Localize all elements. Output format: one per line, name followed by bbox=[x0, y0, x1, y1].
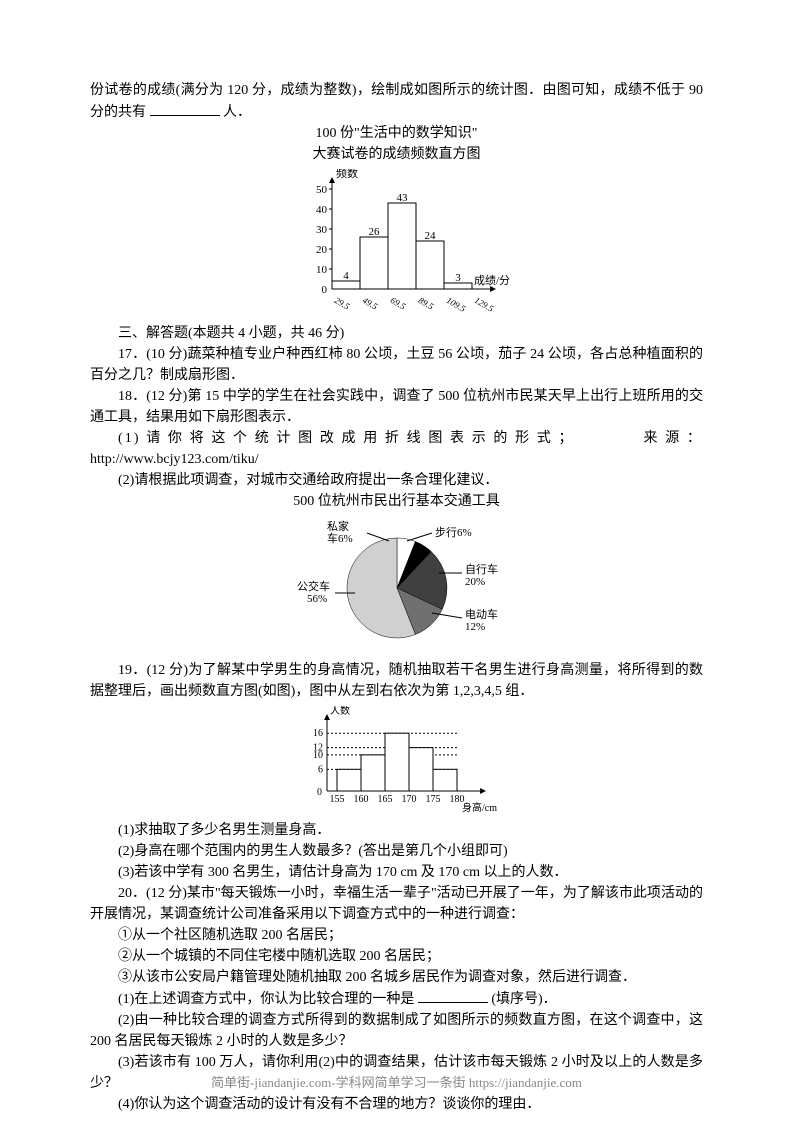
svg-text:30: 30 bbox=[316, 224, 328, 236]
histogram1-chart: 频数 10 20 30 40 50 0 4 26 43 24 3 29.5 49.5 69.5 89.5 109… bbox=[90, 169, 703, 319]
q20-sub2: (2)由一种比较合理的调查方式所得到的数据制成了如图所示的频数直方图，在这个调查… bbox=[90, 1010, 703, 1052]
svg-text:109.5: 109.5 bbox=[444, 295, 467, 314]
svg-text:175: 175 bbox=[425, 794, 440, 805]
svg-text:成绩/分: 成绩/分 bbox=[474, 274, 510, 287]
histogram1-svg: 频数 10 20 30 40 50 0 4 26 43 24 3 29.5 49.5 69.5 89.5 109… bbox=[282, 169, 512, 319]
q19-sub2: (2)身高在哪个范围内的男生人数最多？(答出是第几个小组即可) bbox=[90, 841, 703, 862]
svg-text:6: 6 bbox=[318, 764, 323, 775]
histogram2-svg: 人数06101216155160165170175180身高/cm bbox=[292, 706, 502, 816]
blank-fill-2 bbox=[418, 988, 488, 1003]
q19-sub3: (3)若该中学有 300 名男生，请估计身高为 170 cm 及 170 cm … bbox=[90, 862, 703, 883]
intro-suffix: 人． bbox=[223, 105, 251, 120]
svg-text:155: 155 bbox=[329, 794, 344, 805]
q20-sub4: (4)你认为这个调查活动的设计有没有不合理的地方？谈谈你的理由． bbox=[90, 1094, 703, 1115]
svg-text:24: 24 bbox=[424, 230, 436, 242]
q20-opt2: ②从一个城镇的不同住宅楼中随机选取 200 名居民； bbox=[90, 946, 703, 967]
svg-text:私家: 私家 bbox=[327, 519, 349, 533]
q20-sub1: (1)在上述调查方式中，你认为比较合理的一种是 (填序号)． bbox=[90, 988, 703, 1010]
svg-text:43: 43 bbox=[396, 192, 408, 204]
svg-text:车6%: 车6% bbox=[327, 531, 353, 545]
q20-intro: 20．(12 分)某市"每天锻炼一小时，幸福生活一辈子"活动已开展了一年，为了解… bbox=[90, 883, 703, 925]
blank-fill bbox=[150, 101, 220, 116]
q19-intro: 19．(12 分)为了解某中学男生的身高情况，随机抽取若干名男生进行身高测量，将… bbox=[90, 660, 703, 702]
svg-text:29.5: 29.5 bbox=[332, 295, 351, 312]
svg-text:49.5: 49.5 bbox=[360, 295, 379, 312]
svg-text:129.5: 129.5 bbox=[472, 295, 495, 314]
q19-sub1: (1)求抽取了多少名男生测量身高． bbox=[90, 820, 703, 841]
svg-text:频数: 频数 bbox=[336, 169, 358, 180]
q20-sub1-suffix: (填序号)． bbox=[491, 992, 556, 1007]
svg-text:69.5: 69.5 bbox=[388, 295, 407, 312]
svg-text:20%: 20% bbox=[465, 576, 485, 588]
q20-opt1: ①从一个社区随机选取 200 名居民； bbox=[90, 925, 703, 946]
q18-url: http://www.bcjy123.com/tiku/ bbox=[90, 449, 703, 470]
svg-text:10: 10 bbox=[316, 264, 328, 276]
pie-chart: 私家车6% 步行6% 自行车20% 电动车12% 公交车56% bbox=[90, 516, 703, 656]
q18-sub1-text: (1) 请 你 将 这 个 统 计 图 改 成 用 折 线 图 表 示 的 形 … bbox=[118, 431, 575, 446]
svg-text:40: 40 bbox=[316, 204, 328, 216]
svg-text:56%: 56% bbox=[307, 593, 327, 605]
svg-text:身高/cm: 身高/cm bbox=[462, 801, 497, 814]
q17: 17．(10 分)蔬菜种植专业户种西红柿 80 公顷，土豆 56 公顷，茄子 2… bbox=[90, 344, 703, 386]
svg-text:12: 12 bbox=[313, 743, 323, 754]
svg-text:电动车: 电动车 bbox=[465, 607, 498, 621]
histogram2-chart: 人数06101216155160165170175180身高/cm bbox=[90, 706, 703, 816]
svg-text:26: 26 bbox=[368, 226, 380, 238]
q18-intro: 18．(12 分)第 15 中学的学生在社会实践中，调查了 500 位杭州市民某… bbox=[90, 386, 703, 428]
page: 份试卷的成绩(满分为 120 分，成绩为整数)，绘制成如图所示的统计图．由图可知… bbox=[0, 0, 793, 1122]
svg-text:165: 165 bbox=[377, 794, 392, 805]
svg-text:89.5: 89.5 bbox=[416, 295, 435, 312]
q18-source: 来 源 ： bbox=[616, 428, 704, 449]
svg-text:16: 16 bbox=[313, 728, 323, 739]
svg-text:3: 3 bbox=[455, 272, 461, 284]
hist1-title-l2: 大赛试卷的成绩频数直方图 bbox=[313, 147, 481, 162]
intro-paragraph: 份试卷的成绩(满分为 120 分，成绩为整数)，绘制成如图所示的统计图．由图可知… bbox=[90, 80, 703, 123]
pie-svg: 私家车6% 步行6% 自行车20% 电动车12% 公交车56% bbox=[267, 516, 527, 656]
q20-opt3: ③从该市公安局户籍管理处随机抽取 200 名城乡居民作为调查对象，然后进行调查． bbox=[90, 967, 703, 988]
svg-text:160: 160 bbox=[353, 794, 368, 805]
svg-text:自行车: 自行车 bbox=[465, 562, 498, 576]
svg-text:公交车: 公交车 bbox=[297, 579, 330, 593]
pie-title: 500 位杭州市民出行基本交通工具 bbox=[90, 491, 703, 512]
svg-text:50: 50 bbox=[316, 184, 328, 196]
svg-text:步行6%: 步行6% bbox=[435, 526, 472, 539]
svg-text:170: 170 bbox=[401, 794, 416, 805]
q18-sub2: (2)请根据此项调查，对城市交通给政府提出一条合理化建议． bbox=[90, 470, 703, 491]
svg-text:20: 20 bbox=[316, 244, 328, 256]
section3-heading: 三、解答题(本题共 4 小题，共 46 分) bbox=[90, 323, 703, 344]
hist1-title-l1: 100 份"生活中的数学知识" bbox=[316, 126, 478, 141]
q20-sub1-text: (1)在上述调查方式中，你认为比较合理的一种是 bbox=[118, 992, 414, 1007]
q18-sub1: (1) 请 你 将 这 个 统 计 图 改 成 用 折 线 图 表 示 的 形 … bbox=[90, 428, 703, 449]
svg-text:0: 0 bbox=[321, 284, 327, 296]
svg-text:12%: 12% bbox=[465, 621, 485, 633]
footer: 简单街-jiandanjie.com-学科网简单学习一条街 https://ji… bbox=[0, 1073, 793, 1093]
svg-text:0: 0 bbox=[317, 787, 322, 798]
svg-text:人数: 人数 bbox=[330, 706, 350, 717]
svg-text:4: 4 bbox=[343, 270, 349, 282]
histogram1-title: 100 份"生活中的数学知识" 大赛试卷的成绩频数直方图 bbox=[90, 123, 703, 165]
